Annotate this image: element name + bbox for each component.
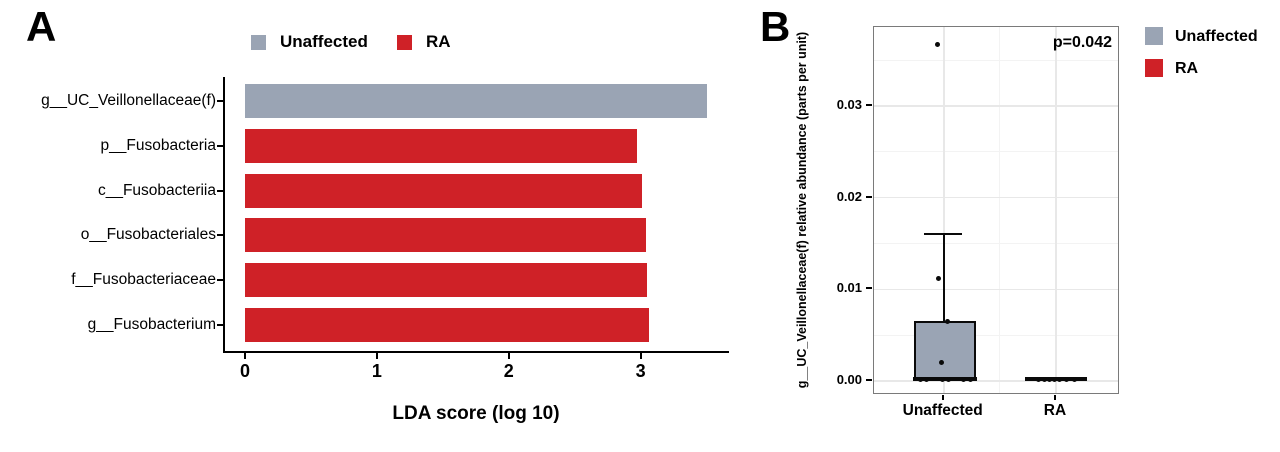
- x-axis-tick: [941, 394, 944, 400]
- legend-b-unaffected-label: Unaffected: [1175, 28, 1258, 45]
- data-point: [1041, 376, 1047, 382]
- y-axis-tick: [866, 287, 872, 290]
- legend-b-ra-label: RA: [1175, 60, 1199, 77]
- gridline-major-v: [943, 27, 945, 393]
- gridline-major-v: [1055, 27, 1057, 393]
- p-value-annotation: p=0.042: [1052, 34, 1112, 51]
- gridline-minor-v: [999, 27, 1001, 393]
- x-category-label: RA: [1043, 402, 1067, 419]
- gridline-minor-h: [874, 151, 1118, 153]
- panel-b-y-axis-title: g__UC_Veillonellaceae(f) relative abunda…: [795, 31, 809, 389]
- data-point: [939, 360, 945, 366]
- data-point: [1035, 376, 1041, 382]
- box-unaffected: [913, 321, 976, 381]
- legend-a-unaffected-label: Unaffected: [280, 32, 368, 51]
- data-point: [1046, 376, 1052, 382]
- panel-a-x-axis-title: LDA score (log 10): [392, 403, 560, 424]
- bar: [245, 173, 642, 208]
- legend-b-ra-swatch: [1145, 59, 1163, 77]
- data-point: [1051, 376, 1057, 382]
- y-axis-tick: [217, 234, 223, 237]
- data-point: [1056, 376, 1062, 382]
- category-label: o__Fusobacteriales: [80, 226, 216, 244]
- y-axis-tick: [217, 324, 223, 326]
- y-tick-label: 0.02: [836, 188, 862, 204]
- panel-a-y-axis-line: [223, 77, 225, 353]
- gridline-minor-h: [874, 59, 1118, 61]
- data-point: [918, 376, 924, 382]
- x-category-label: Unaffected: [902, 402, 983, 419]
- panel-a-label: A: [26, 3, 57, 50]
- category-label: g__UC_Veillonellaceae(f): [41, 92, 216, 109]
- x-axis-tick: [507, 353, 510, 359]
- gridline-major-h: [874, 380, 1118, 382]
- gridline-major-h: [874, 288, 1118, 291]
- legend-a-ra-label: RA: [426, 32, 451, 51]
- y-axis-tick: [217, 189, 223, 192]
- x-tick-label: 3: [635, 361, 646, 381]
- data-point: [924, 376, 930, 382]
- bar: [245, 263, 648, 298]
- y-tick-label: 0.01: [836, 280, 862, 296]
- x-axis-tick: [244, 353, 246, 359]
- gridline-minor-h: [874, 243, 1118, 244]
- panel-b-plot-area: p=0.042: [873, 26, 1119, 394]
- data-point: [936, 275, 942, 281]
- y-axis-tick: [866, 379, 872, 381]
- y-axis-tick: [217, 144, 223, 147]
- gridline-minor-h: [874, 334, 1118, 336]
- y-tick-label: 0.03: [836, 96, 862, 112]
- data-point: [946, 376, 952, 382]
- gridline-major-h: [874, 196, 1118, 199]
- y-axis-tick: [866, 103, 872, 106]
- data-point: [968, 376, 974, 382]
- bar: [245, 308, 649, 342]
- category-label: p__Fusobacteria: [100, 136, 216, 154]
- y-axis-tick: [217, 100, 223, 102]
- x-tick-label: 2: [503, 361, 514, 381]
- x-tick-label: 0: [239, 361, 250, 381]
- data-point: [940, 376, 946, 382]
- legend-a-ra-swatch: [397, 35, 412, 50]
- whisker-cap: [924, 233, 962, 236]
- data-point: [1071, 376, 1077, 382]
- x-axis-tick: [1054, 394, 1056, 400]
- x-axis-tick: [639, 353, 642, 359]
- category-label: c__Fusobacteriia: [97, 181, 216, 199]
- bar: [245, 128, 637, 163]
- y-tick-label: 0.00: [836, 372, 862, 387]
- y-axis-tick: [217, 279, 223, 282]
- data-point: [935, 42, 941, 47]
- data-point: [961, 376, 967, 382]
- x-axis-tick: [375, 353, 378, 359]
- bar: [245, 218, 646, 253]
- x-tick-label: 1: [371, 361, 382, 381]
- category-label: f__Fusobacteriaceae: [71, 271, 216, 289]
- category-label: g__Fusobacterium: [87, 316, 216, 333]
- panel-b-label: B: [760, 3, 791, 50]
- legend-b-unaffected-swatch: [1145, 27, 1163, 45]
- panel-a-x-axis-line: [223, 351, 729, 353]
- gridline-major-h: [874, 105, 1118, 107]
- data-point: [945, 318, 951, 324]
- y-axis-tick: [866, 195, 872, 198]
- whisker-line: [942, 234, 945, 322]
- legend-a-unaffected-swatch: [251, 35, 266, 50]
- bar: [245, 84, 707, 118]
- data-point: [1063, 376, 1069, 382]
